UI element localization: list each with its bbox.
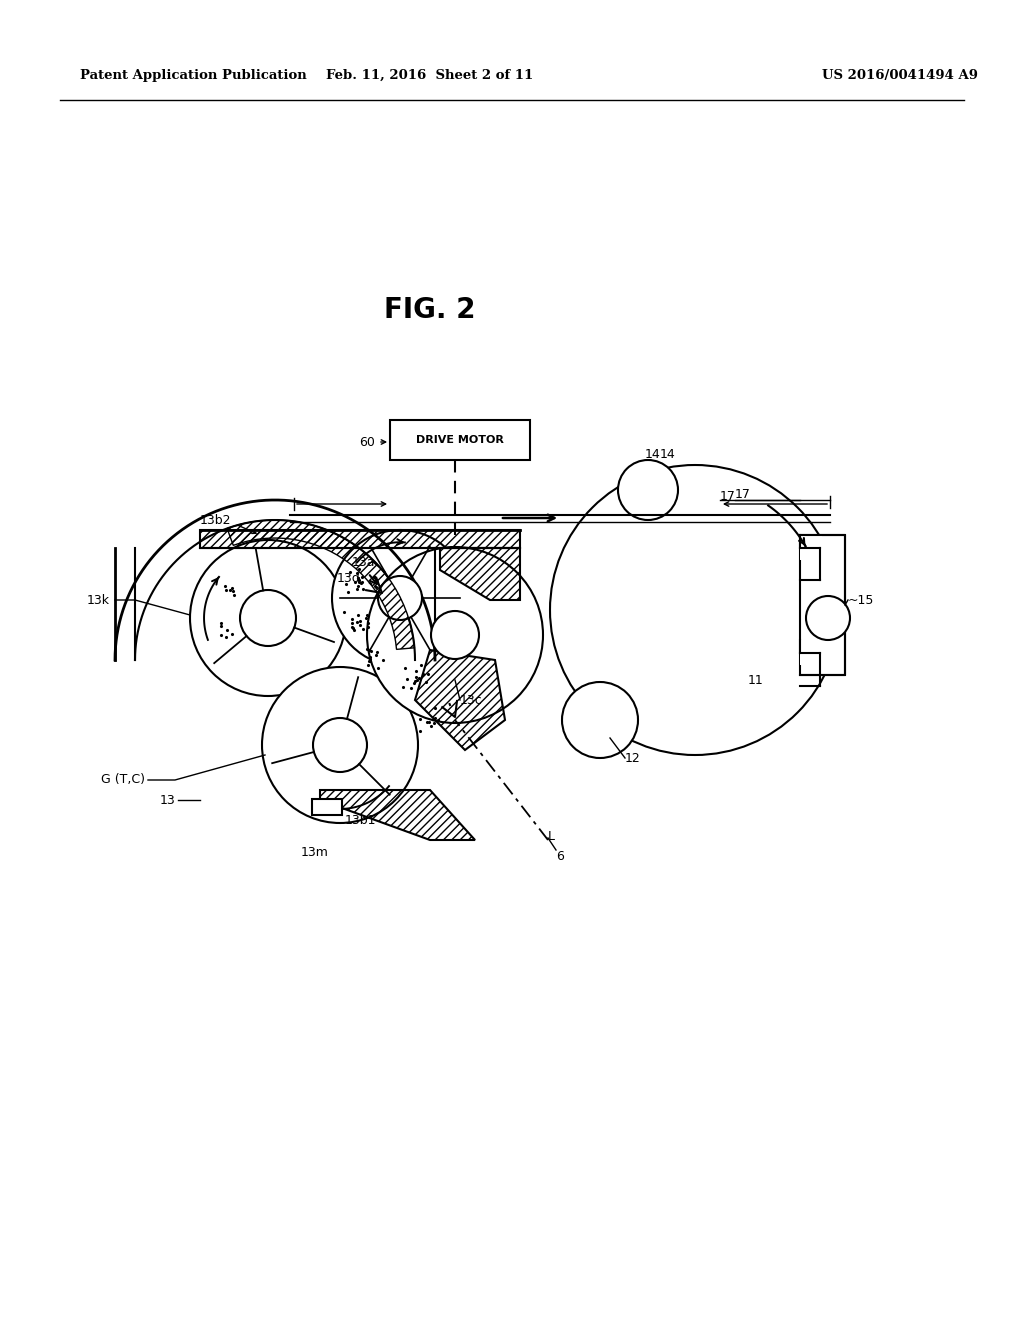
Circle shape xyxy=(262,667,418,822)
Circle shape xyxy=(367,546,543,723)
Text: DRIVE MOTOR: DRIVE MOTOR xyxy=(416,436,504,445)
Bar xyxy=(800,640,822,665)
Circle shape xyxy=(562,682,638,758)
Text: 13d: 13d xyxy=(336,572,360,585)
Text: ~15: ~15 xyxy=(848,594,874,606)
Text: 17: 17 xyxy=(735,488,751,502)
Text: 13c: 13c xyxy=(460,693,482,706)
Text: G (T,C): G (T,C) xyxy=(101,774,145,787)
Text: FIG. 2: FIG. 2 xyxy=(384,296,476,323)
Bar xyxy=(800,535,845,675)
Bar xyxy=(390,420,530,459)
Text: Patent Application Publication: Patent Application Publication xyxy=(80,69,307,82)
Text: L: L xyxy=(548,829,555,842)
Text: 6: 6 xyxy=(556,850,564,862)
Circle shape xyxy=(240,590,296,645)
Circle shape xyxy=(550,465,840,755)
Circle shape xyxy=(618,459,678,520)
Text: 60: 60 xyxy=(359,436,375,449)
Bar xyxy=(312,799,342,814)
Circle shape xyxy=(806,597,850,640)
Text: 12: 12 xyxy=(625,751,641,764)
Text: US 2016/0041494 A9: US 2016/0041494 A9 xyxy=(822,69,978,82)
Text: 13: 13 xyxy=(160,793,175,807)
Text: 13b2: 13b2 xyxy=(200,513,231,527)
Bar xyxy=(200,531,520,548)
Text: 13a: 13a xyxy=(351,556,375,569)
Circle shape xyxy=(431,611,479,659)
Circle shape xyxy=(332,531,468,667)
Bar xyxy=(800,535,822,560)
Text: 13k: 13k xyxy=(87,594,110,606)
Text: 13m: 13m xyxy=(301,846,329,859)
Text: Feb. 11, 2016  Sheet 2 of 11: Feb. 11, 2016 Sheet 2 of 11 xyxy=(327,69,534,82)
Text: 14: 14 xyxy=(660,449,676,462)
Circle shape xyxy=(378,576,422,620)
Text: 17: 17 xyxy=(720,490,736,503)
Text: 11: 11 xyxy=(748,673,764,686)
Circle shape xyxy=(313,718,367,772)
Circle shape xyxy=(190,540,346,696)
Text: 13b1: 13b1 xyxy=(345,813,377,826)
Text: 14: 14 xyxy=(645,449,660,462)
